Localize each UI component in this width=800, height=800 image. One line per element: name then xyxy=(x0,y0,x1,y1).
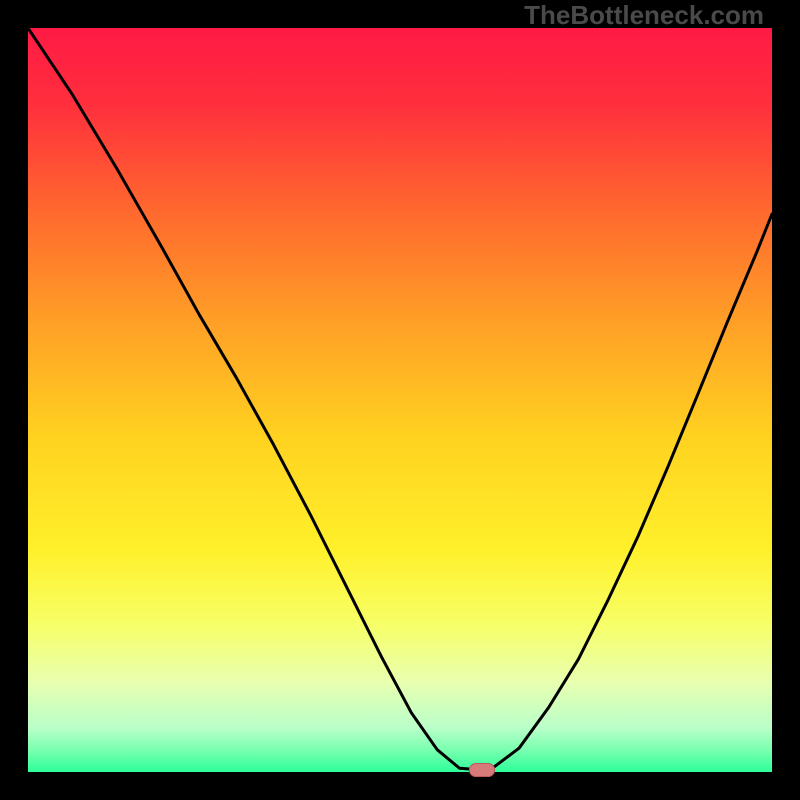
watermark-text: TheBottleneck.com xyxy=(524,0,764,31)
optimum-marker xyxy=(469,763,495,777)
chart-frame: TheBottleneck.com xyxy=(0,0,800,800)
curve-layer xyxy=(28,28,772,772)
bottleneck-curve xyxy=(28,28,772,771)
plot-area xyxy=(28,28,772,772)
